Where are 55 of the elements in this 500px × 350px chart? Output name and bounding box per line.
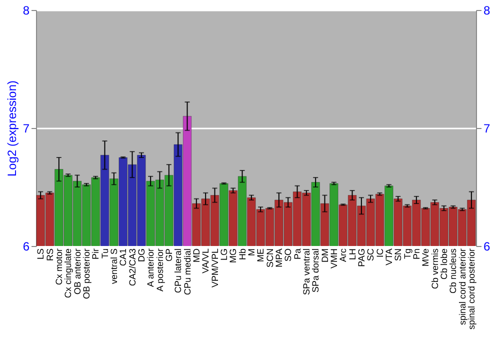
x-tick-label: VA/VL: [200, 248, 211, 274]
x-tick-label: Tu: [100, 248, 110, 259]
x-tick-label: GP: [164, 248, 174, 262]
x-tick-label: CA1: [118, 248, 128, 266]
x-tick-label: Tg: [402, 248, 412, 260]
x-tick-label: Pn: [411, 248, 422, 260]
x-tick-label: Cb lobe: [438, 248, 449, 280]
x-tick-label: SO: [283, 248, 294, 262]
y2-tick-label: 8: [484, 4, 490, 18]
x-tick-label: VTA: [384, 248, 394, 266]
x-tick-label: ME: [256, 248, 266, 262]
x-tick-label: SPa dorsal: [310, 248, 321, 293]
x-tick-label: CPu lateral: [173, 248, 184, 294]
y-tick-label: 7: [22, 122, 30, 136]
x-tick-label: CA2/CA3: [127, 248, 138, 286]
x-tick-label: RS: [44, 248, 55, 262]
y-axis-title: Log2 (expression): [4, 80, 19, 177]
x-tick-label: LS: [36, 248, 46, 260]
x-tick-label: OB posterior: [81, 248, 92, 300]
x-tick-label: spinal cord anterior: [457, 248, 468, 326]
x-tick-label: VPM/VPL: [210, 248, 220, 288]
x-tick-label: Cb vermis: [430, 248, 440, 290]
x-tick-label: SCN: [264, 248, 275, 268]
x-tick-label: PAG: [356, 248, 366, 267]
x-tick-label: DG: [136, 248, 146, 262]
x-tick-label: IC: [374, 248, 385, 258]
x-tick-label: MPA: [274, 248, 284, 268]
x-tick-label: OB anterior: [72, 248, 82, 295]
x-tick-label: M: [246, 248, 256, 256]
y2-tick-label: 7: [484, 122, 490, 136]
x-tick-label: A posterior: [154, 248, 165, 292]
y-tick-label: 8: [22, 4, 30, 18]
x-tick-label: CPu medial: [182, 248, 192, 296]
x-tick-label: SPa ventral: [301, 248, 312, 296]
y-tick-label: 6: [22, 240, 30, 254]
x-tick-label: ventral S: [108, 248, 119, 284]
x-tick-label: Pir: [90, 248, 101, 260]
x-tick-label: A anterior: [146, 248, 156, 288]
x-tick-label: Pa: [292, 248, 302, 260]
x-tick-label: LG: [218, 248, 229, 261]
x-tick-label: Cx motor: [54, 248, 64, 286]
x-tick-label: MD: [191, 248, 202, 262]
x-tick-label: LH: [347, 248, 358, 260]
x-tick-label: Arc: [338, 248, 348, 262]
x-tick-label: Hb: [237, 248, 248, 260]
x-tick-label: DM: [320, 248, 330, 262]
y2-tick-label: 6: [484, 240, 490, 254]
x-tick-label: Cb nucleus: [448, 248, 458, 294]
x-tick-label: VMH: [328, 248, 339, 268]
x-tick-label: SC: [366, 248, 376, 262]
x-tick-label: SN: [393, 248, 404, 262]
x-tick-label: Cx cingulate: [63, 248, 74, 298]
x-tick-label: spinal cord posterior: [466, 248, 476, 330]
x-tick-label: MVe: [420, 248, 431, 267]
x-tick-label: MG: [228, 248, 238, 263]
